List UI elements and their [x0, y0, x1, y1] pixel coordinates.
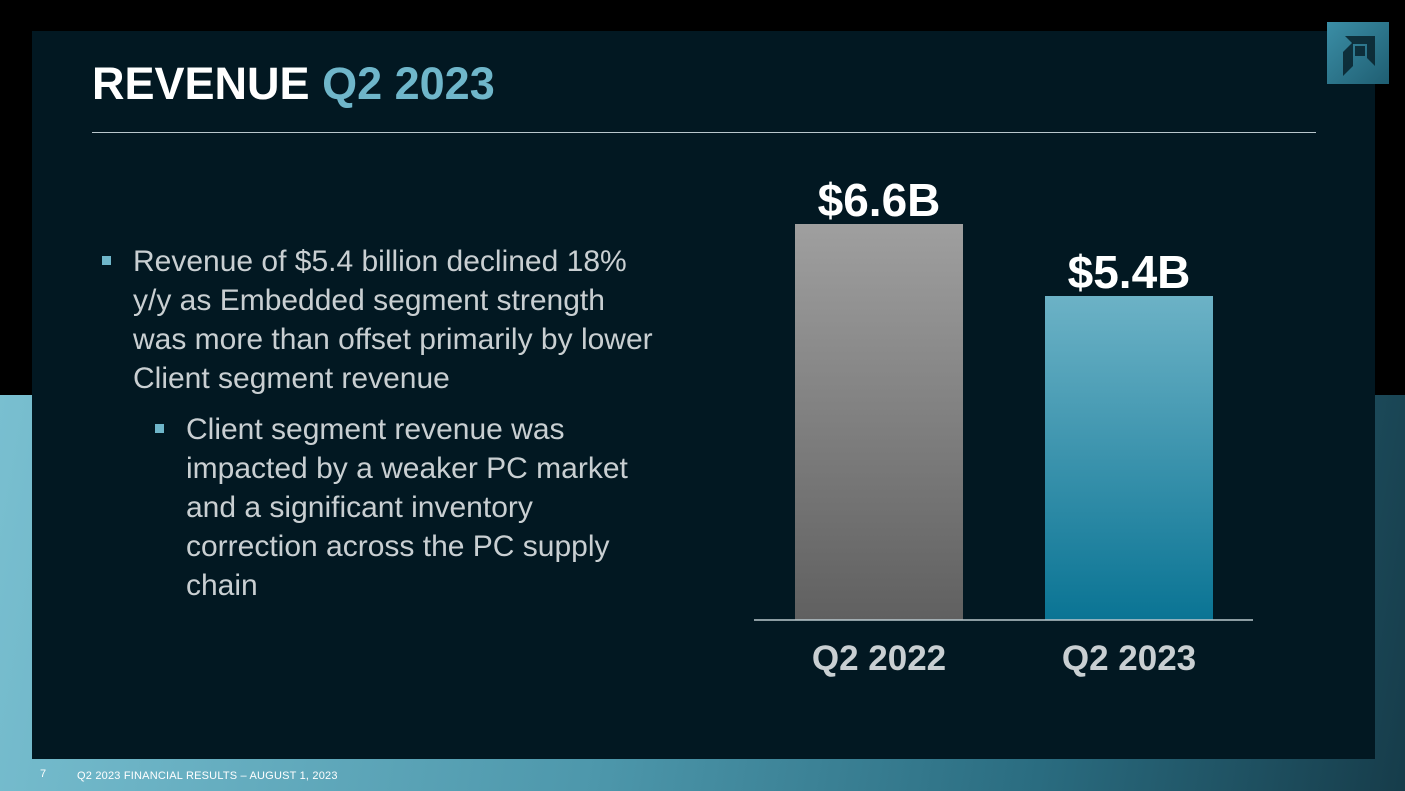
bullet-item: Revenue of $5.4 billion declined 18% y/y… [100, 242, 660, 398]
bullet-square-icon [155, 424, 164, 433]
title-divider [92, 132, 1316, 133]
title-main: REVENUE [92, 58, 310, 109]
x-tick-label: Q2 2023 [1062, 639, 1196, 678]
bullet-text: Revenue of $5.4 billion declined 18% y/y… [133, 245, 653, 395]
title-accent: Q2 2023 [322, 58, 495, 109]
sub-bullet-text: Client segment revenue was impacted by a… [186, 413, 628, 602]
amd-logo-icon [1327, 22, 1389, 84]
footer-text: Q2 2023 FINANCIAL RESULTS – AUGUST 1, 20… [77, 770, 338, 782]
x-tick-label: Q2 2022 [812, 639, 946, 678]
bullet-square-icon [102, 256, 111, 265]
bullet-list: Revenue of $5.4 billion declined 18% y/y… [100, 242, 660, 605]
data-label: $5.4B [1068, 246, 1191, 298]
bar-q2-2022 [795, 224, 963, 620]
page-title: REVENUE Q2 2023 [92, 58, 495, 110]
sub-bullet-item: Client segment revenue was impacted by a… [153, 410, 660, 605]
data-label: $6.6B [818, 174, 941, 226]
bar-q2-2023 [1045, 296, 1213, 620]
page-number: 7 [40, 768, 47, 780]
